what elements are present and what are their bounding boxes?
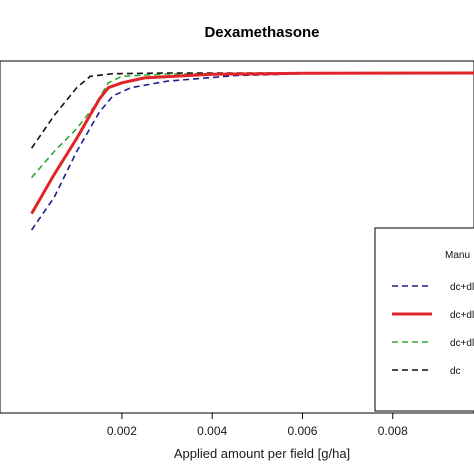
plot-frame — [0, 60, 474, 414]
series-line-2 — [30, 71, 474, 215]
chart-title: Dexamethasone — [204, 24, 319, 41]
legend-title: Manu — [445, 250, 470, 261]
legend-label-2: dc+dl — [450, 310, 474, 321]
x-tick-label: 0.008 — [378, 424, 408, 438]
x-tick-label: 0.004 — [197, 424, 227, 438]
legend-entries: dc+dl dc+dl dc+dl dc — [392, 282, 474, 377]
series-line-1 — [30, 72, 474, 231]
series-line-4 — [30, 72, 474, 149]
series-line-3 — [30, 72, 474, 179]
legend-label-4: dc — [450, 366, 461, 377]
x-tick-label: 0.006 — [287, 424, 317, 438]
x-axis-label: Applied amount per field [g/ha] — [174, 446, 350, 461]
x-axis: 0.002 0.004 0.006 0.008 — [107, 413, 408, 438]
legend-label-3: dc+dl — [450, 338, 474, 349]
legend: Manu dc+dl dc+dl dc+dl dc — [374, 227, 474, 412]
legend-box — [374, 227, 474, 412]
legend-label-1: dc+dl — [450, 282, 474, 293]
x-tick-label: 0.002 — [107, 424, 137, 438]
series-layer — [30, 71, 474, 231]
